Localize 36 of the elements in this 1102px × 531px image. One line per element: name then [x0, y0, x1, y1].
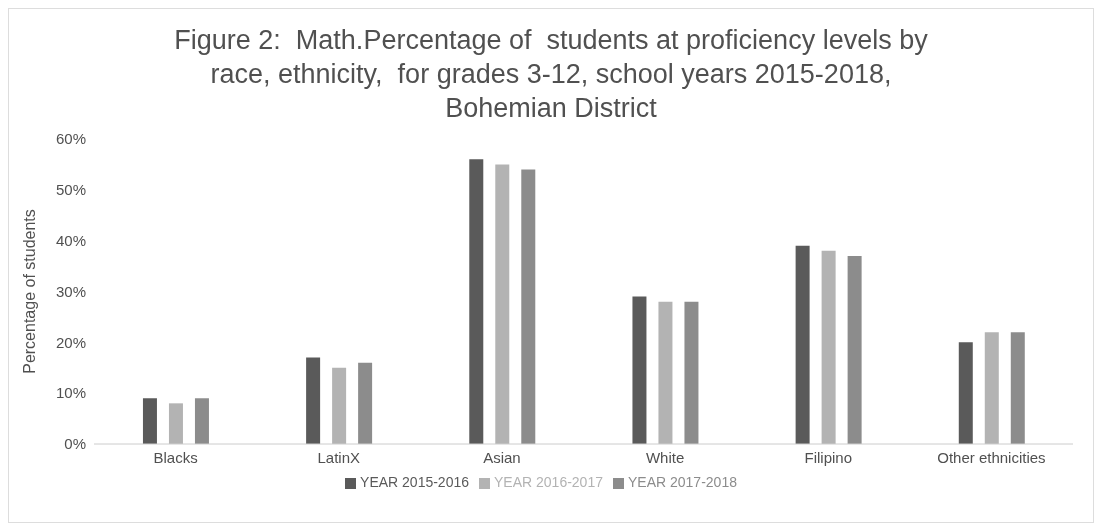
y-tick-label: 60%	[55, 130, 86, 148]
legend-label: YEAR 2016-2017	[494, 474, 603, 490]
y-tick-label: 50%	[55, 181, 86, 199]
bar	[495, 164, 510, 444]
legend-label: YEAR 2017-2018	[627, 474, 737, 490]
bar	[521, 169, 536, 444]
x-tick-label: Filipino	[804, 448, 853, 466]
bar	[821, 250, 836, 444]
y-tick-label: 40%	[55, 231, 86, 249]
bar	[847, 255, 862, 444]
x-tick-label: Asian	[483, 448, 521, 466]
bar	[168, 403, 183, 444]
y-tick-label: 10%	[55, 384, 86, 402]
legend-label: YEAR 2015-2016	[360, 474, 470, 490]
bar	[984, 332, 999, 444]
x-tick-label: Other ethnicities	[937, 448, 1046, 466]
bar	[306, 357, 321, 444]
bar	[332, 367, 347, 444]
y-axis-title: Percentage of students	[20, 209, 38, 374]
y-tick-label: 0%	[64, 435, 86, 453]
bar	[469, 159, 484, 444]
bar	[958, 342, 973, 444]
bar	[658, 301, 673, 444]
y-tick-label: 30%	[55, 282, 86, 300]
x-tick-label: White	[645, 448, 685, 466]
bar	[632, 296, 647, 444]
bar	[142, 398, 157, 444]
x-tick-label: LatinX	[317, 448, 361, 466]
x-tick-label: Blacks	[153, 448, 198, 466]
bar	[358, 362, 373, 444]
chart-title: Figure 2: Math.Percentage of students at proficiency levels by race, ethnicity, for grades 3-12, school years 2015-2018, Bohemian District	[173, 24, 929, 125]
y-tick-label: 20%	[55, 333, 86, 351]
bar	[795, 245, 810, 444]
bar	[684, 301, 699, 444]
bar	[1010, 332, 1025, 444]
bar	[194, 398, 209, 444]
